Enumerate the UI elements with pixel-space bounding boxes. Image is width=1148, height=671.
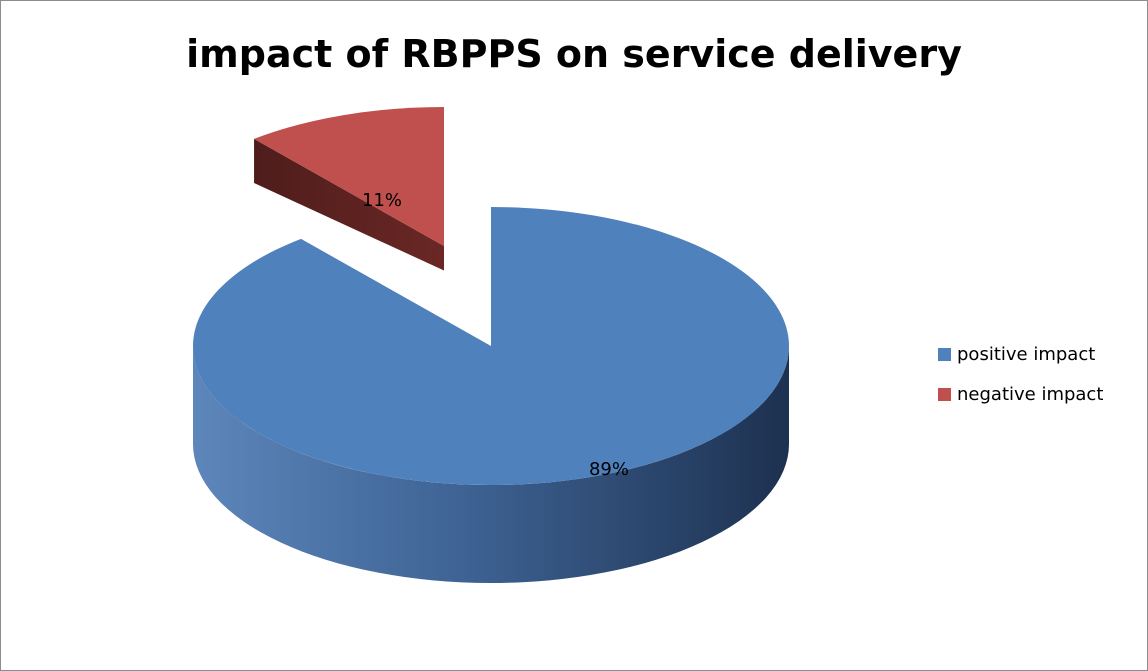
pie-slice-positive-impact-side	[193, 346, 789, 583]
legend: positive impact negative impact	[938, 344, 1103, 424]
data-label-positive-impact: 89%	[589, 459, 629, 480]
legend-swatch-positive-impact	[938, 348, 951, 361]
pie-slice-positive-impact	[192, 207, 789, 485]
data-label-negative-impact: 11%	[362, 190, 402, 211]
pie-slice-negative-impact-side	[254, 138, 444, 271]
legend-label-negative-impact: negative impact	[957, 384, 1104, 405]
pie-slice-negative-impact	[254, 107, 444, 246]
chart-title: impact of RBPPS on service delivery	[186, 32, 962, 76]
legend-item-negative-impact: negative impact	[938, 384, 1103, 405]
legend-item-positive-impact: positive impact	[938, 344, 1103, 365]
legend-label-positive-impact: positive impact	[957, 344, 1096, 365]
legend-swatch-negative-impact	[938, 388, 951, 401]
